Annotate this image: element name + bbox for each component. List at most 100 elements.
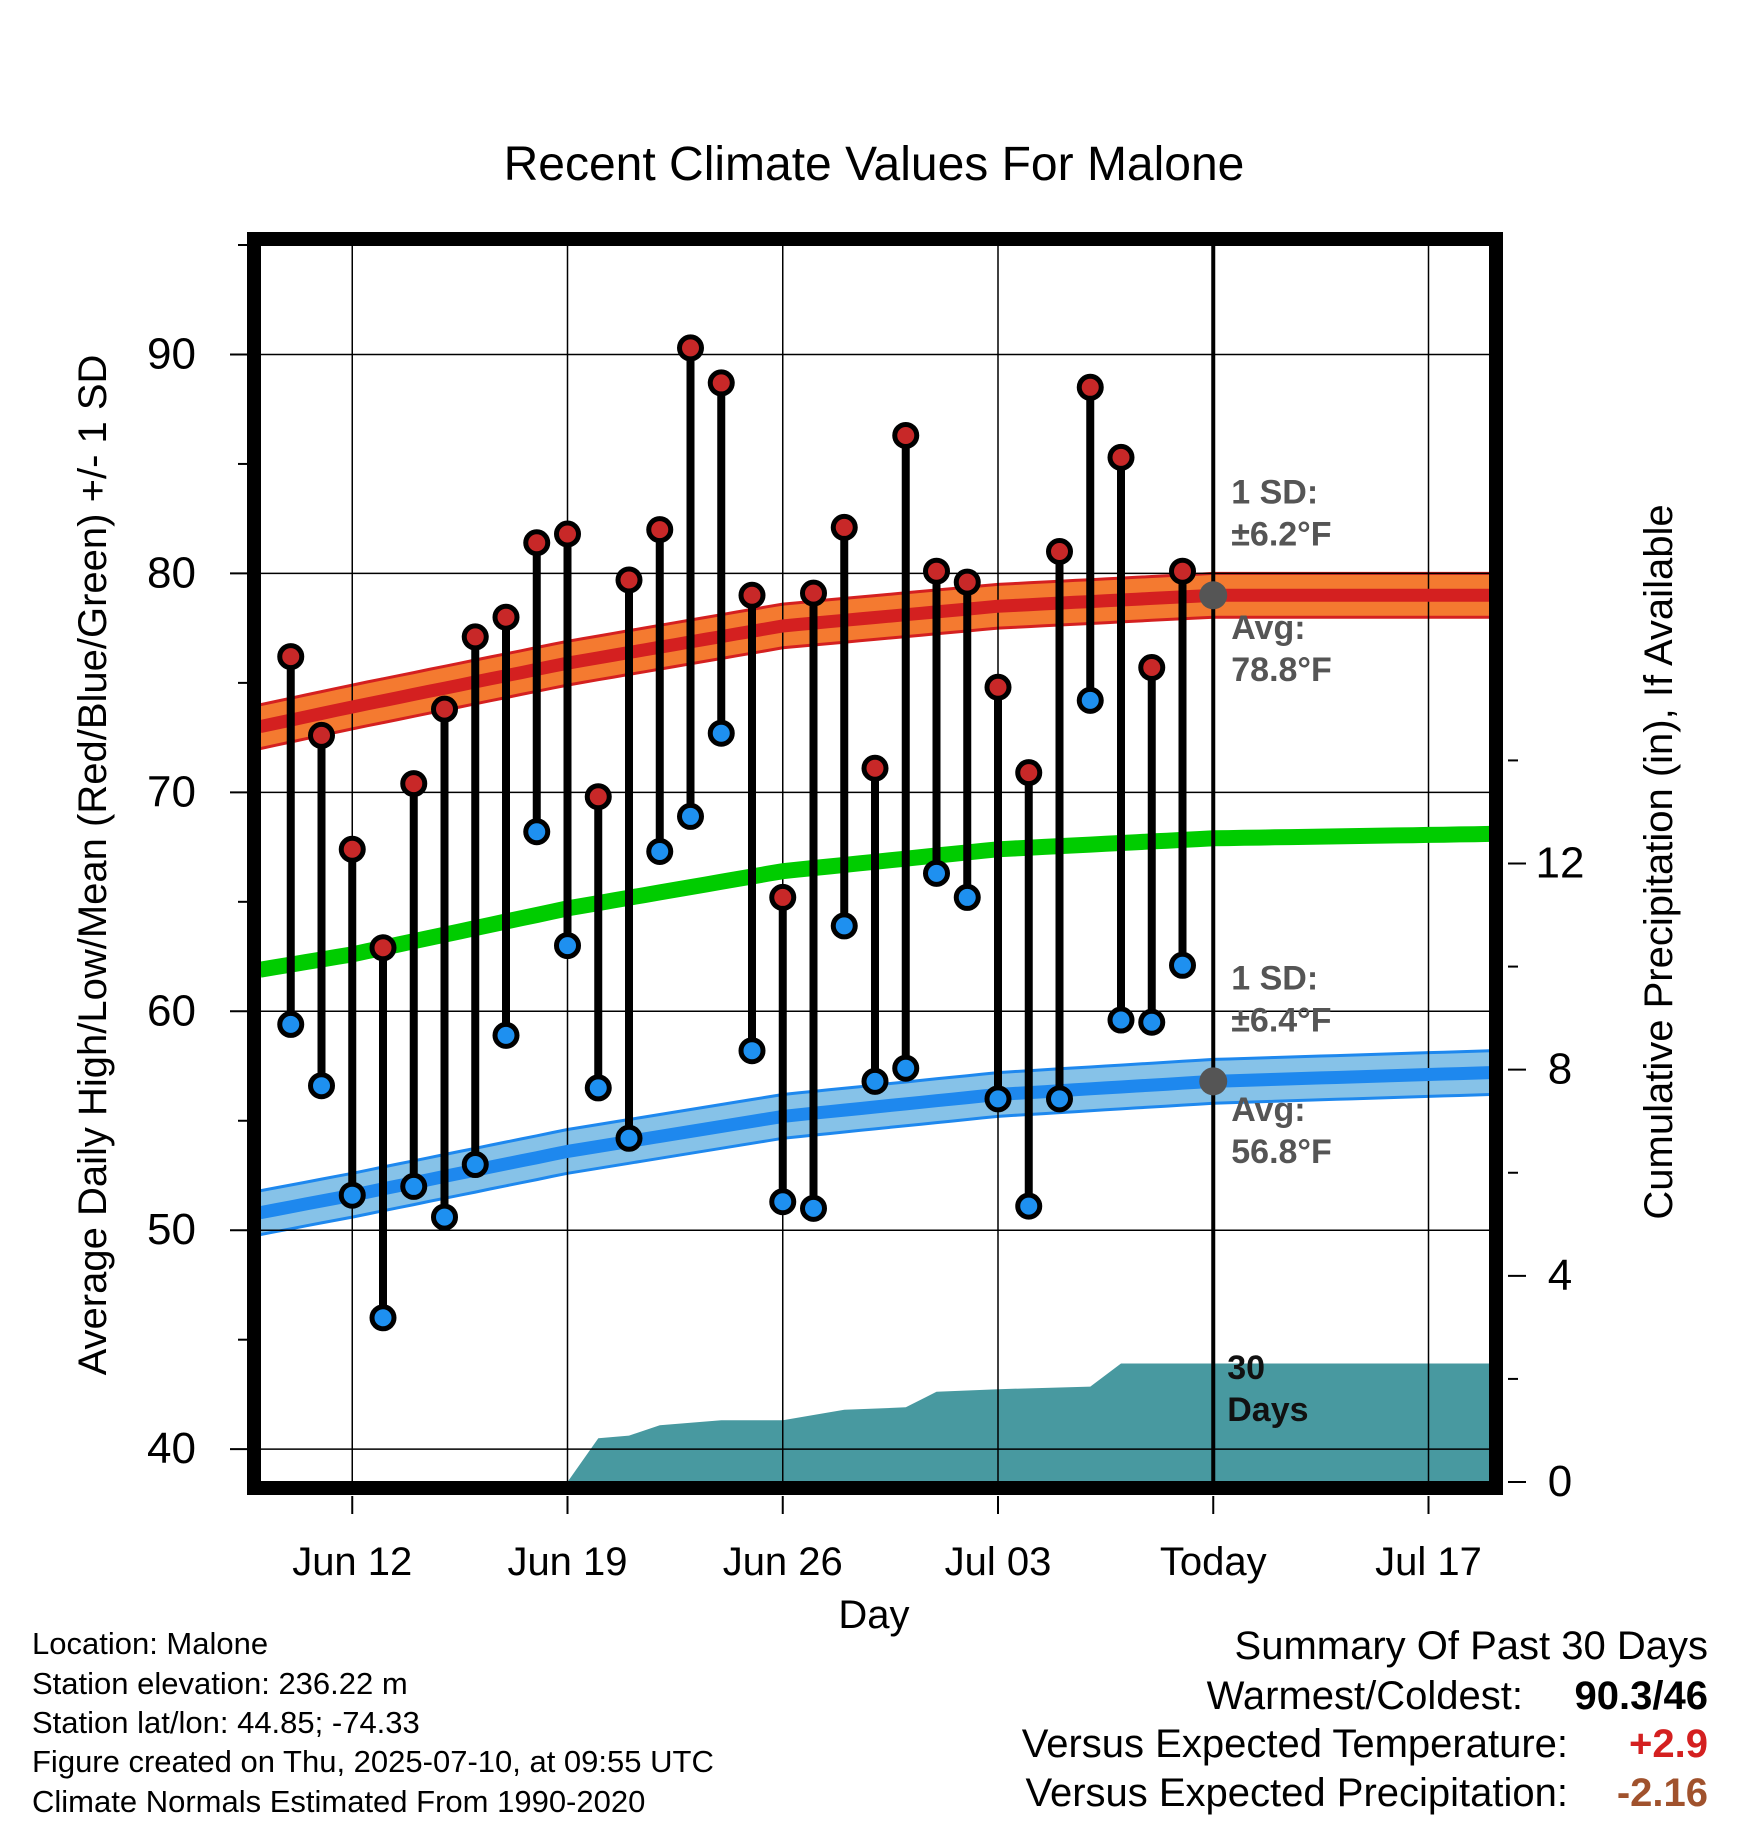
daily-low-point [431, 1203, 458, 1231]
daily-high-point [646, 516, 674, 544]
daily-high-point [615, 566, 643, 594]
daily-low-point [308, 1072, 335, 1100]
high-sd-lower-edge [260, 615, 1490, 751]
precip-vs-expected-label: Versus Expected Precipitation: [1025, 1771, 1568, 1815]
warmest-coldest-label: Warmest/Coldest: [1206, 1674, 1523, 1718]
y-tick-label: 40 [147, 1424, 196, 1473]
y-tick-label: 70 [147, 767, 196, 816]
daily-low-point [523, 818, 551, 846]
created-text: Figure created on Thu, 2025-07-10, at 09… [32, 1744, 714, 1779]
daily-low-point [1169, 951, 1196, 979]
daily-low-point [615, 1124, 643, 1152]
daily-high-point [953, 568, 981, 596]
summary-title: Summary Of Past 30 Days [1234, 1624, 1708, 1668]
daily-values [277, 334, 1196, 1332]
x-tick-label: Today [1160, 1540, 1267, 1584]
daily-low-point [923, 859, 950, 887]
precip-vs-expected-value: -2.16 [1616, 1771, 1708, 1815]
y-tick-label: 90 [147, 329, 196, 378]
low-sd-band [260, 1050, 1490, 1235]
low-sd-lower-edge [260, 1093, 1490, 1237]
daily-low-point [369, 1304, 397, 1332]
daily-high-point [400, 770, 428, 798]
y-tick-label: 80 [147, 548, 196, 597]
chart-title: Recent Climate Values For Malone [504, 138, 1245, 191]
plot-area: 1 SD: ±6.2°F Avg: 78.8°F 1 SD: ±6.4°F Avg: 56.8… [260, 245, 1490, 1482]
daily-high-point [338, 835, 366, 863]
daily-high-point [984, 673, 1012, 701]
y2-tick-label: 12 [1536, 839, 1585, 888]
daily-low-point [646, 837, 674, 865]
daily-low-point [769, 1188, 797, 1216]
daily-low-point [1138, 1008, 1166, 1036]
daily-high-point [461, 623, 489, 651]
daily-high-point [1107, 443, 1135, 471]
daily-low-point [677, 802, 704, 830]
latlon-text: Station lat/lon: 44.85; -74.33 [32, 1705, 420, 1740]
daily-high-point [1046, 538, 1073, 566]
x-tick-label: Jun 12 [292, 1540, 412, 1584]
daily-low-point [984, 1085, 1012, 1113]
temp-vs-expected-label: Versus Expected Temperature: [1021, 1722, 1568, 1766]
climate-chart: 1 SD: ±6.2°F Avg: 78.8°F 1 SD: ±6.4°F Avg: 56.8… [71, 138, 1681, 1637]
daily-high-point [861, 754, 889, 782]
temp-vs-expected-value: +2.9 [1629, 1722, 1708, 1766]
daily-high-point [677, 334, 704, 362]
daily-high-point [738, 581, 766, 609]
daily-high-point [369, 934, 397, 962]
normal-high-line [260, 588, 1490, 734]
x-tick-label: Jun 26 [723, 1540, 843, 1584]
precip-area [567, 1363, 1490, 1482]
daily-low-point [461, 1151, 489, 1179]
x-tick-label: Jul 17 [1375, 1540, 1482, 1584]
y-tick-label: 50 [147, 1205, 196, 1254]
today-high-marker [1199, 581, 1228, 610]
daily-low-point [1076, 686, 1104, 714]
y2-tick-label: 8 [1548, 1045, 1572, 1094]
today-low-marker [1199, 1067, 1228, 1096]
daily-low-point [707, 719, 735, 747]
daily-low-point [892, 1054, 920, 1082]
daily-high-point [707, 369, 735, 397]
daily-high-point [830, 513, 858, 541]
y-tick-label: 60 [147, 986, 196, 1035]
daily-high-point [1076, 373, 1104, 401]
daily-high-point [800, 579, 827, 607]
daily-high-point [554, 520, 581, 548]
daily-high-point [308, 721, 335, 749]
x-tick-label: Jun 19 [507, 1540, 627, 1584]
low-avg-annotation: Avg: 56.8°F [1231, 1091, 1332, 1171]
daily-low-point [861, 1067, 889, 1095]
daily-low-point [1107, 1006, 1135, 1034]
daily-low-point [1046, 1085, 1073, 1113]
daily-high-point [584, 783, 612, 811]
daily-low-point [400, 1172, 428, 1200]
daily-high-point [431, 695, 458, 723]
daily-low-point [830, 912, 858, 940]
daily-low-point [800, 1194, 827, 1222]
y2-tick-label: 0 [1548, 1457, 1572, 1506]
daily-low-point [338, 1181, 366, 1209]
precip-annotation: 30 Days [1227, 1349, 1308, 1429]
y2-tick-label: 4 [1548, 1251, 1572, 1300]
high-avg-annotation: Avg: 78.8°F [1231, 609, 1332, 689]
daily-high-point [892, 421, 920, 449]
low-sd-annotation: 1 SD: ±6.4°F [1231, 959, 1331, 1039]
x-axis-label: Day [838, 1593, 909, 1637]
daily-high-point [1015, 759, 1043, 787]
daily-high-point [492, 603, 520, 631]
daily-high-point [769, 883, 797, 911]
daily-low-point [584, 1074, 612, 1102]
normals-text: Climate Normals Estimated From 1990-2020 [32, 1784, 646, 1819]
daily-low-point [738, 1037, 766, 1065]
plot-frame [247, 232, 1503, 1495]
daily-high-point [523, 529, 551, 557]
daily-low-point [492, 1021, 520, 1049]
daily-high-point [1169, 557, 1196, 585]
daily-low-point [277, 1010, 305, 1038]
daily-high-point [923, 557, 950, 585]
elevation-text: Station elevation: 236.22 m [32, 1666, 408, 1701]
daily-high-point [277, 643, 305, 671]
x-tick-label: Jul 03 [945, 1540, 1052, 1584]
daily-low-point [953, 883, 981, 911]
